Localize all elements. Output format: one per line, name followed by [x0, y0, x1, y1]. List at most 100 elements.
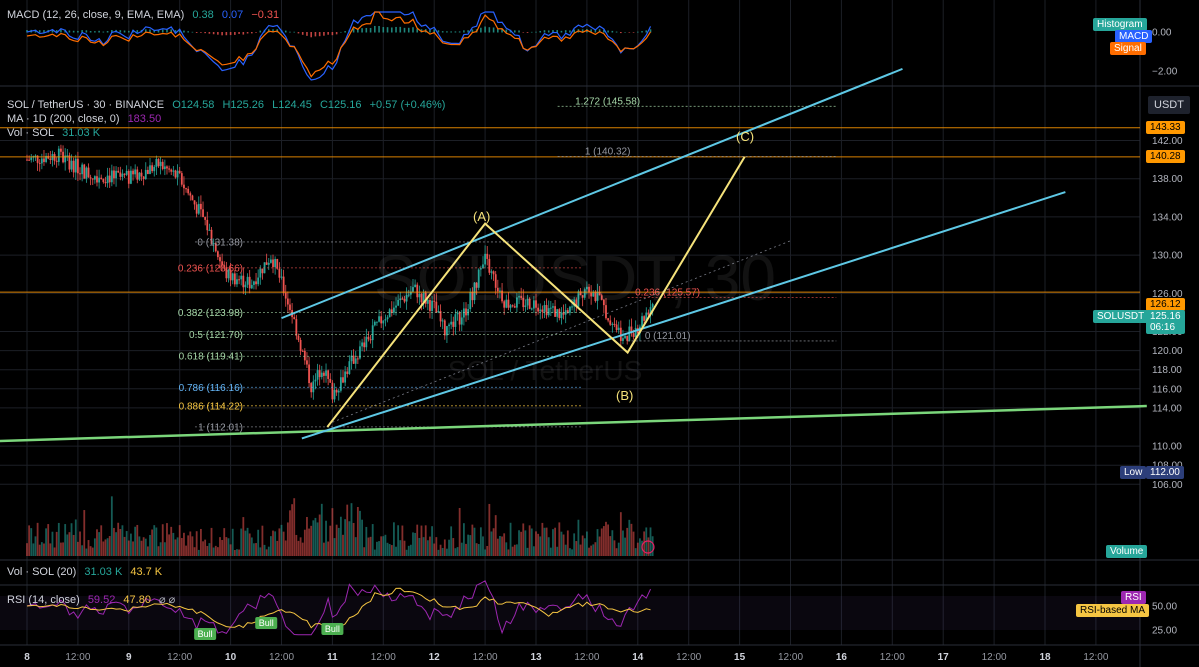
macd-histogram-bar [535, 31, 537, 33]
macd-histogram-bar [441, 31, 444, 33]
candle-body [189, 193, 192, 196]
candle-body [416, 284, 419, 298]
volume-bar [535, 531, 537, 556]
macd-histogram-bar [161, 29, 164, 33]
volume-ma-value: 43.7 K [130, 566, 163, 578]
volume-bar [431, 526, 433, 556]
macd-histogram-bar [242, 32, 245, 35]
volume-bar [106, 538, 109, 556]
candle-body [70, 160, 73, 170]
candle-body [299, 340, 302, 351]
volume-bar [96, 529, 98, 556]
candle-body [284, 292, 287, 299]
volume-bar [212, 547, 215, 556]
candle-body [195, 204, 198, 214]
macd-histogram-bar [72, 30, 75, 33]
candle-body [501, 290, 503, 302]
candle-body [151, 165, 154, 172]
main-legend[interactable]: SOL / TetherUS · 30 · BINANCE O124.58 H1… [7, 98, 450, 140]
macd-histogram-bar [484, 26, 486, 33]
macd-histogram-bar [407, 27, 410, 33]
volume-bar [168, 534, 170, 556]
rsi-badge: RSI [1121, 591, 1146, 604]
rsi-legend[interactable]: RSI (14, close) 59.52 47.80 ⌀ ⌀ [7, 593, 180, 606]
macd-histogram-bar [530, 31, 533, 33]
candle-body [248, 276, 251, 289]
volume-bar [93, 538, 96, 556]
candle-body [359, 346, 361, 359]
candle-body [454, 314, 457, 327]
macd-histogram-bar [365, 27, 368, 33]
candle-body [178, 170, 181, 174]
volume-bar [575, 541, 578, 556]
volume-bar [66, 534, 69, 556]
candle-body [185, 188, 187, 190]
macd-histogram-bar [284, 30, 287, 33]
volume-bar [295, 534, 298, 556]
candle-body [123, 173, 126, 175]
macd-histogram-bar [412, 27, 414, 33]
candle-body [64, 155, 67, 163]
volume-bar [136, 524, 139, 556]
volume-bar [416, 524, 419, 556]
volume-bar [458, 507, 461, 556]
candle-body [541, 309, 544, 312]
macd-histogram-bar [208, 32, 211, 34]
volume-bar [206, 545, 209, 556]
volume-bars [26, 496, 654, 556]
volume-bar [511, 546, 514, 556]
macd-histogram-bar [212, 32, 215, 35]
volume-bar [100, 525, 103, 556]
candle-body [187, 188, 190, 194]
currency-label[interactable]: USDT [1148, 96, 1190, 114]
volume-bar [200, 528, 202, 556]
rsi-ma-badge: RSI-based MA [1076, 604, 1150, 617]
candle-body [354, 358, 357, 364]
macd-histogram-bar [611, 30, 614, 33]
visibility-icon[interactable]: ⌀ ⌀ [159, 594, 176, 606]
bull-label-bg [321, 623, 344, 635]
volume-bar [108, 536, 111, 556]
candle-body [373, 321, 376, 326]
candle-body [269, 259, 272, 263]
candle-body [197, 203, 200, 214]
volume-bar [539, 536, 542, 556]
macd-histogram-bar [85, 30, 88, 33]
candle-body [333, 389, 336, 400]
candle-body [108, 175, 111, 183]
volume-bar [32, 543, 35, 556]
volume-bar [581, 535, 584, 556]
macd-histogram-bar [518, 30, 520, 33]
volume-bar [125, 531, 128, 556]
volume-bar [547, 537, 550, 556]
candle-body [482, 264, 484, 269]
candle-body [518, 296, 520, 298]
volume-bar [231, 528, 234, 556]
candle-body [598, 292, 601, 296]
macd-histogram-value: 0.38 [192, 9, 214, 21]
candle-body [106, 175, 109, 184]
volume-bar [70, 523, 73, 556]
candle-body [34, 155, 37, 157]
price-tick-label: 142.00 [1152, 136, 1183, 147]
candle-body [479, 268, 482, 270]
volume-bar [532, 546, 535, 556]
macd-legend[interactable]: MACD (12, 26, close, 9, EMA, EMA) 0.38 0… [7, 9, 284, 21]
macd-histogram-bar [564, 30, 567, 33]
candle-body [488, 258, 491, 273]
candle-body [253, 281, 255, 285]
macd-histogram-bar [191, 31, 194, 33]
candle-body [363, 342, 366, 348]
volume-bar [636, 542, 639, 556]
volume-legend[interactable]: Vol · SOL (20) 31.03 K 43.7 K [7, 566, 167, 578]
macd-line [26, 11, 652, 81]
candle-body [558, 309, 561, 319]
volume-bar [607, 524, 610, 556]
volume-bar [556, 546, 559, 556]
candle-body [250, 284, 253, 289]
candle-body [149, 165, 151, 174]
volume-bar [422, 537, 425, 556]
volume-bar [579, 544, 582, 556]
